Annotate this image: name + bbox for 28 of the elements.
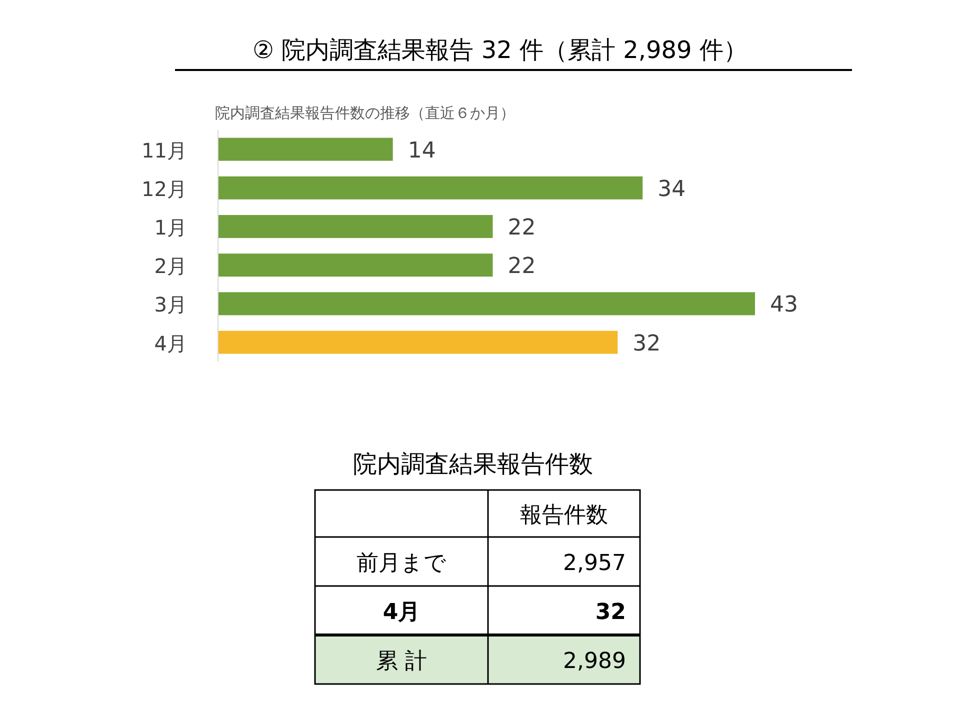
data-label: 22 (508, 254, 536, 280)
y-tick-label: 3月 (154, 292, 187, 317)
y-tick-label: 12月 (142, 176, 187, 201)
data-label: 32 (632, 331, 661, 356)
y-tick-label: 2月 (154, 254, 187, 278)
text: 4月 (382, 600, 420, 625)
bar (218, 176, 643, 200)
data-label: 43 (770, 292, 798, 318)
text: 累 計 (376, 649, 427, 674)
text: 報告件数 (520, 503, 608, 528)
bar (218, 292, 755, 316)
data-label: 14 (408, 138, 436, 164)
chart-subtitle: 院内調査結果報告件数の推移（直近６か月） (215, 104, 515, 122)
text: 2,957 (563, 551, 626, 576)
text: 前月まで (356, 551, 446, 576)
data-label: 34 (658, 176, 686, 202)
chart-title: ② 院内調査結果報告 32 件（累計 2,989 件） (252, 36, 748, 64)
y-tick-label: 4月 (154, 331, 187, 356)
bar (218, 330, 618, 354)
bar (218, 215, 493, 238)
data-label: 22 (508, 216, 536, 240)
bar (218, 138, 393, 161)
text: 2,989 (563, 649, 626, 674)
text: 院内調査結果報告件数 (353, 450, 593, 478)
y-tick-label: 11月 (142, 138, 187, 162)
text: 32 (595, 600, 626, 625)
bar (218, 254, 493, 277)
y-tick-label: 1月 (154, 216, 187, 240)
